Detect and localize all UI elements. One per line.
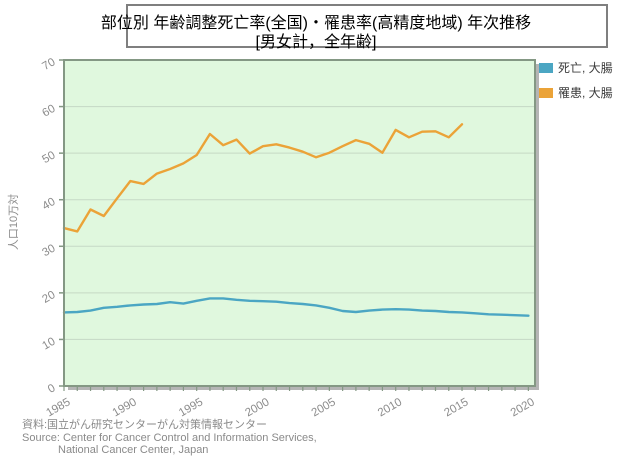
xtick-label-2015: 2015 [442,396,470,419]
xtick-label-2010: 2010 [376,396,404,419]
source-credits: 資料:国立がん研究センターがん対策情報センター Source: Center f… [22,419,582,457]
legend-item-mortality: 死亡, 大腸 [539,60,613,76]
legend-item-incidence: 罹患, 大腸 [539,85,613,101]
chart-legend: 死亡, 大腸 罹患, 大腸 [539,60,613,110]
chart-title-line2: [男女計，全年齢] [255,34,377,51]
xtick-label-2020: 2020 [509,396,537,419]
xtick-label-1995: 1995 [177,396,205,419]
incidence-swatch-icon [539,88,553,98]
chart-title-box [126,4,608,48]
chart-canvas: 0 10 20 30 40 50 60 70 1985 1990 1995 2000 2005 2010 2… [40,56,539,419]
mortality-line [62,297,530,317]
ytick-label-0: 0 [46,382,58,396]
legend-label-mortality: 死亡, 大腸 [558,61,613,75]
ytick-label-60: 60 [40,103,57,120]
ytick-label-30: 30 [40,242,57,259]
plot-background [64,60,535,386]
ytick-label-70: 70 [40,56,57,73]
legend-label-incidence: 罹患, 大腸 [558,86,613,100]
source-line-en1: Source: Center for Cancer Control and In… [22,431,317,444]
xtick-label-2005: 2005 [310,396,338,419]
ytick-label-50: 50 [40,149,57,166]
ytick-label-20: 20 [40,289,57,306]
xtick-label-2000: 2000 [243,396,271,419]
incidence-line [62,123,464,233]
source-line-en2: National Cancer Center, Japan [58,444,209,456]
ytick-label-10: 10 [40,336,57,353]
y-axis-title: 人口10万対 [8,193,20,251]
mortality-swatch-icon [539,63,553,73]
plot-border [63,59,536,387]
chart-title-line1: 部位別 年齢調整死亡率(全国)・罹患率(高精度地域) 年次推移 [100,15,532,32]
xtick-label-1985: 1985 [44,396,72,419]
source-line-ja: 資料:国立がん研究センターがん対策情報センター [22,419,268,431]
ytick-label-40: 40 [40,196,57,213]
xtick-label-1990: 1990 [111,396,139,419]
